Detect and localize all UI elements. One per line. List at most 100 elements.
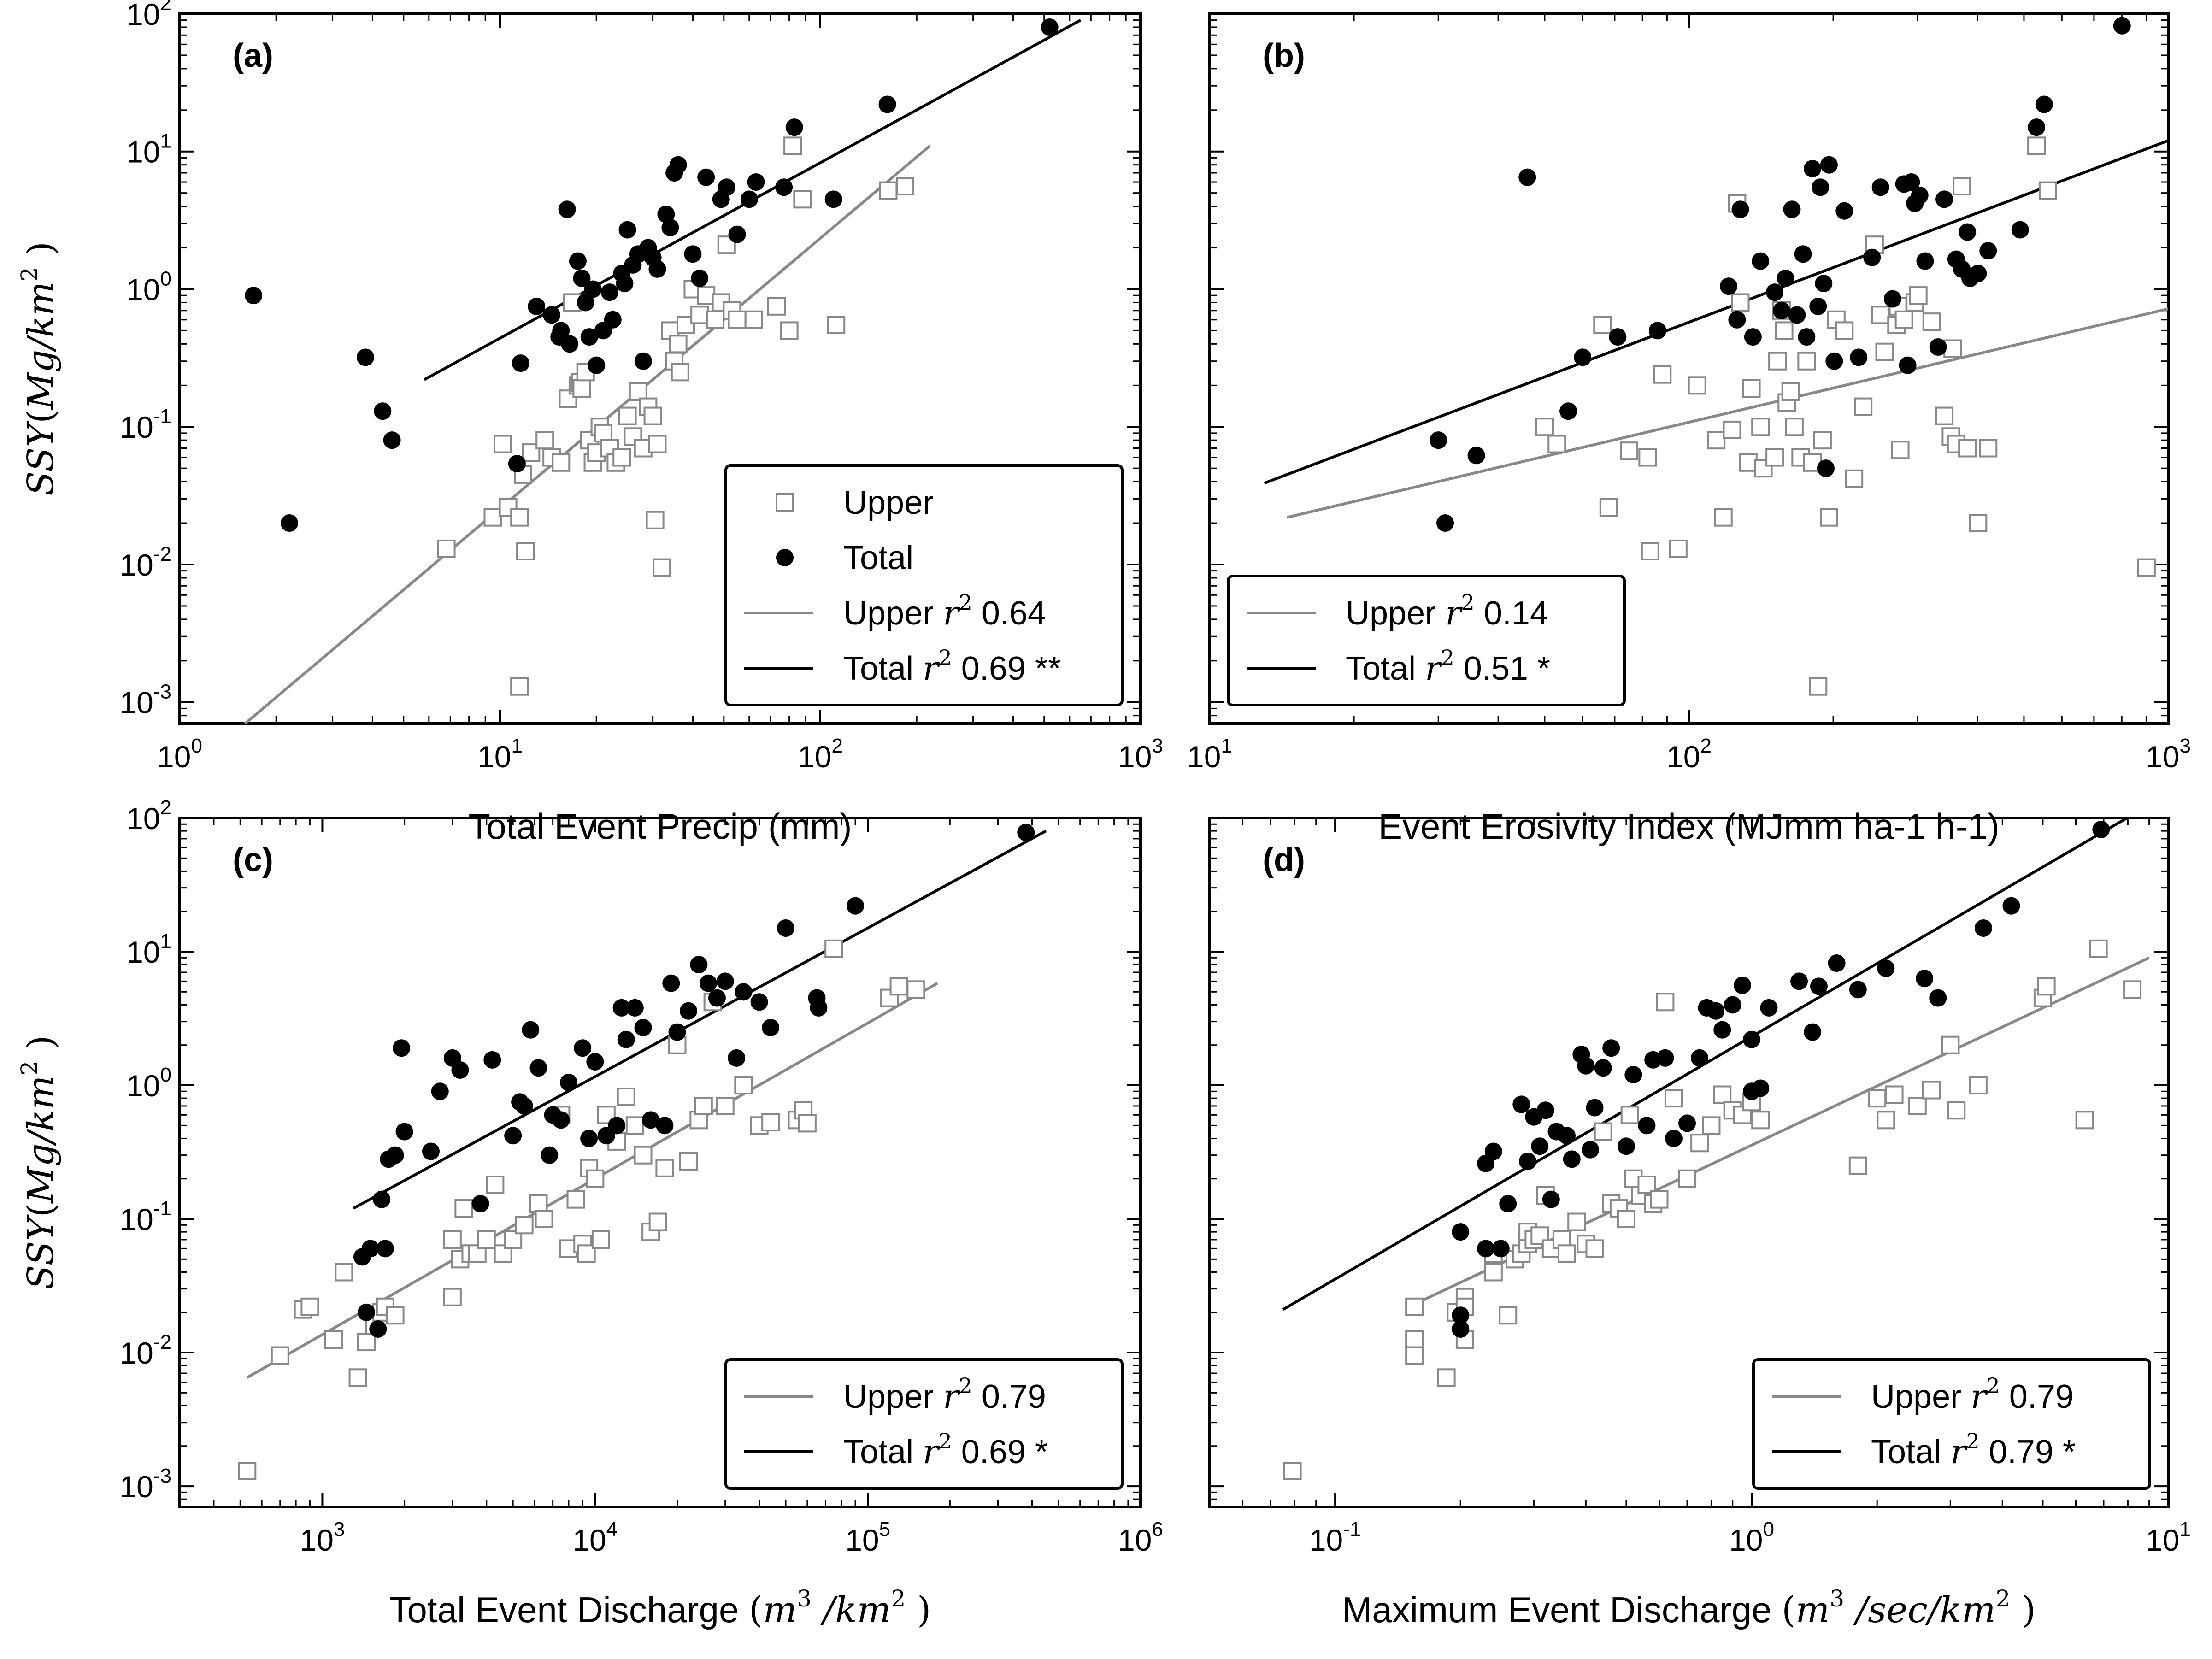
data-point-total bbox=[740, 190, 758, 208]
data-point-upper bbox=[669, 335, 688, 353]
data-point-upper bbox=[1678, 1169, 1697, 1188]
data-point-upper bbox=[1935, 406, 1954, 425]
data-point-total bbox=[1733, 977, 1751, 994]
data-point-upper bbox=[1664, 1089, 1683, 1108]
y-tick-label: 10-2 bbox=[119, 1331, 171, 1370]
major-ticks bbox=[1210, 817, 2169, 1507]
data-point-upper bbox=[1653, 365, 1672, 384]
legend-label: Upper bbox=[843, 484, 934, 521]
data-point-upper bbox=[629, 382, 647, 401]
x-tick-label: 106 bbox=[1118, 1518, 1163, 1557]
x-axis-label: Total Event Discharge (m3 /km2 ) bbox=[389, 1585, 931, 1631]
data-point-upper bbox=[780, 321, 799, 340]
minor-ticks bbox=[180, 14, 1141, 724]
x-tick-label: 100 bbox=[1729, 1518, 1774, 1557]
data-point-total bbox=[600, 283, 618, 301]
data-point-total bbox=[1902, 173, 1920, 191]
data-point-total bbox=[393, 1039, 411, 1057]
data-point-total bbox=[245, 287, 263, 305]
data-point-total bbox=[618, 221, 636, 239]
data-point-total bbox=[608, 1117, 626, 1135]
data-point-total bbox=[728, 1049, 746, 1067]
plot-frame bbox=[178, 12, 1142, 725]
data-point-upper bbox=[1868, 1089, 1887, 1108]
series-total bbox=[245, 18, 1059, 532]
data-point-total bbox=[1743, 1030, 1761, 1048]
data-point-upper bbox=[1848, 1156, 1867, 1175]
data-point-upper bbox=[671, 363, 689, 382]
data-point-upper bbox=[1845, 469, 1864, 488]
data-point-upper bbox=[483, 508, 502, 527]
legend-marker-upper bbox=[776, 493, 794, 512]
data-point-upper bbox=[324, 1330, 343, 1349]
data-point-total bbox=[697, 168, 715, 186]
data-point-total bbox=[1788, 306, 1806, 324]
data-point-total bbox=[1911, 186, 1929, 204]
data-point-total bbox=[574, 1039, 592, 1057]
data-point-upper bbox=[535, 431, 554, 450]
data-point-total bbox=[679, 1002, 697, 1020]
data-point-total bbox=[1969, 265, 1987, 282]
data-point-upper bbox=[1953, 176, 1971, 195]
data-point-total bbox=[1794, 245, 1812, 263]
data-point-upper bbox=[1958, 439, 1977, 458]
data-point-total bbox=[1707, 1002, 1725, 1020]
data-point-upper bbox=[1405, 1297, 1424, 1316]
panel-a: 100 101 102 103 10-3 10-2 10-1 100 101 102 (a) SSY(… bbox=[16, 0, 1163, 847]
minor-ticks bbox=[1210, 14, 2168, 724]
data-point-total bbox=[617, 1030, 635, 1048]
y-tick-label: 102 bbox=[126, 0, 171, 31]
x-axis-label: Maximum Event Discharge (m3 /sec/km2 ) bbox=[1342, 1585, 2036, 1631]
data-point-upper bbox=[486, 1176, 505, 1194]
data-point-total bbox=[642, 1111, 660, 1129]
data-point-upper bbox=[798, 1114, 817, 1133]
data-point-total bbox=[529, 1059, 547, 1077]
data-point-upper bbox=[594, 424, 612, 442]
data-point-total bbox=[1760, 999, 1778, 1017]
data-point-upper bbox=[1707, 431, 1726, 450]
data-point-upper bbox=[1739, 453, 1758, 472]
data-point-total bbox=[522, 1021, 540, 1039]
data-point-total bbox=[691, 269, 709, 287]
legend-box bbox=[724, 464, 1124, 706]
minor-ticks bbox=[180, 818, 1141, 1507]
y-tick-label: 100 bbox=[126, 267, 171, 306]
data-point-upper bbox=[357, 1333, 376, 1352]
data-point-total bbox=[569, 252, 587, 270]
data-point-total bbox=[483, 1051, 501, 1069]
data-point-upper bbox=[1765, 448, 1784, 467]
data-point-total bbox=[810, 999, 828, 1017]
data-point-total bbox=[1783, 200, 1801, 218]
legend-marker-total bbox=[776, 549, 794, 566]
plot-area bbox=[1264, 17, 2168, 696]
fit-line-total bbox=[1282, 818, 2130, 1311]
data-point-upper bbox=[552, 453, 571, 472]
data-point-total bbox=[662, 974, 680, 992]
y-tick-label: 102 bbox=[126, 796, 171, 835]
data-point-total bbox=[1777, 269, 1794, 287]
data-point-upper bbox=[591, 1230, 610, 1249]
data-point-upper bbox=[1283, 1462, 1302, 1481]
data-point-upper bbox=[655, 1159, 674, 1177]
data-point-upper bbox=[1593, 316, 1612, 335]
data-point-total bbox=[2092, 820, 2110, 838]
data-point-upper bbox=[1641, 542, 1659, 561]
data-point-upper bbox=[889, 977, 908, 996]
data-point-total bbox=[1512, 1095, 1530, 1113]
major-ticks bbox=[180, 817, 1141, 1507]
data-point-total bbox=[1477, 1240, 1495, 1258]
data-point-upper bbox=[1437, 1368, 1456, 1387]
data-point-total bbox=[1936, 190, 1953, 208]
data-point-total bbox=[280, 514, 298, 532]
data-point-total bbox=[1574, 348, 1592, 366]
data-point-upper bbox=[1885, 1085, 1904, 1104]
data-point-upper bbox=[1484, 1263, 1503, 1282]
data-point-upper bbox=[1688, 376, 1706, 395]
data-point-total bbox=[847, 897, 865, 915]
data-point-upper bbox=[493, 435, 512, 453]
data-point-total bbox=[1713, 1021, 1731, 1039]
data-point-upper bbox=[1894, 310, 1913, 329]
data-point-total bbox=[762, 1018, 780, 1036]
data-point-total bbox=[374, 402, 392, 420]
data-point-total bbox=[376, 1240, 394, 1258]
